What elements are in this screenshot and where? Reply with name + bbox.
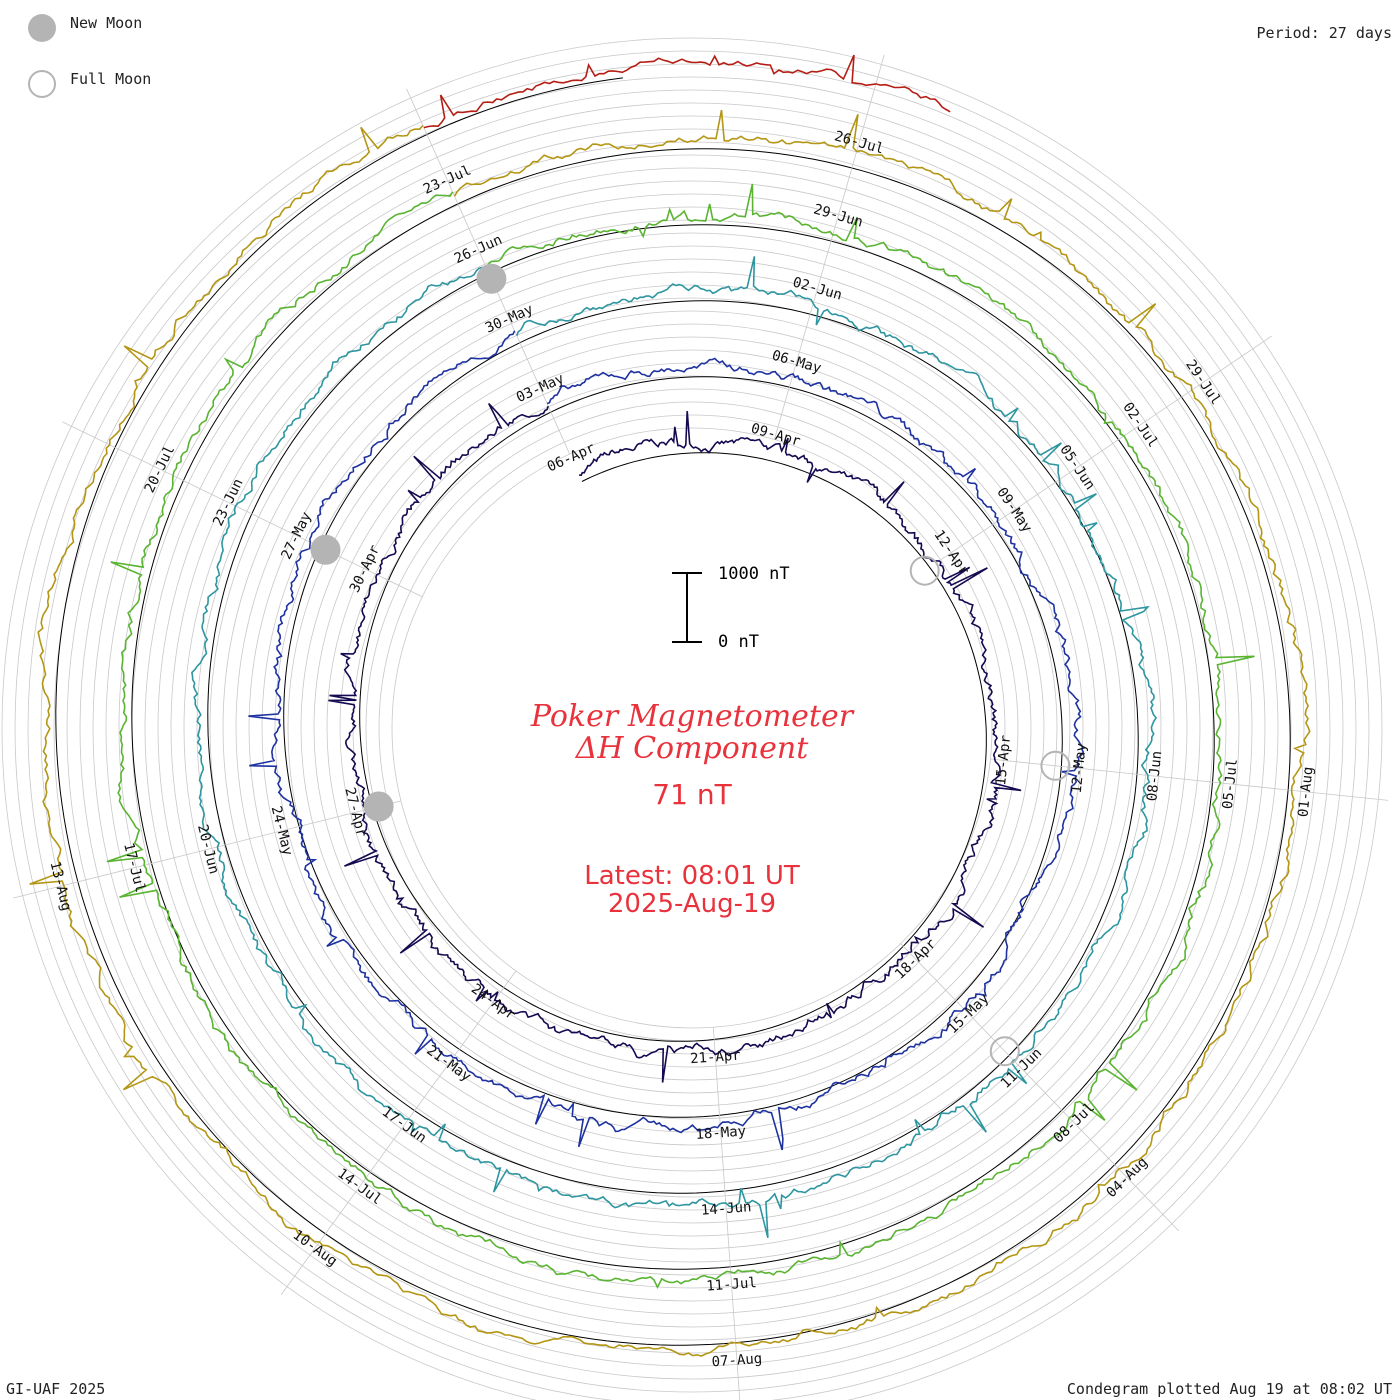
grid-circle	[209, 245, 1175, 1211]
trace-turn-3	[191, 256, 1158, 1238]
date-label: 12-May	[1069, 742, 1090, 794]
grid-circle	[40, 76, 1344, 1380]
date-label: 27-May	[278, 510, 314, 562]
grid-circle	[66, 102, 1318, 1354]
new-moon-marker	[476, 263, 507, 294]
grid-circle	[300, 336, 1084, 1120]
date-label: 24-Apr	[468, 981, 518, 1024]
plotted-timestamp: Condegram plotted Aug 19 at 08:02 UT	[1066, 1380, 1392, 1398]
trace-turn-4	[106, 183, 1255, 1289]
current-value: 71 nT	[652, 778, 732, 811]
date-label: 02-Jun	[791, 274, 844, 303]
new-moon-legend-icon	[28, 14, 56, 42]
date-label: 11-Jun	[998, 1045, 1045, 1092]
full-moon-marker	[1040, 750, 1071, 781]
new-moon-legend-label: New Moon	[70, 14, 143, 32]
grid-circle	[118, 154, 1266, 1302]
date-label: 21-Apr	[690, 1048, 742, 1068]
full-moon-marker	[909, 555, 940, 586]
date-label: 09-Apr	[749, 421, 802, 450]
date-label: 05-Jul	[1220, 758, 1241, 810]
grid-circle	[261, 297, 1123, 1159]
date-label: 17-Jun	[379, 1104, 429, 1147]
grid-circle	[248, 284, 1136, 1172]
radial-grid-line	[900, 943, 1180, 1232]
trace-turn-1	[328, 402, 1022, 1083]
grid-circle	[235, 271, 1149, 1185]
new-moon-marker	[310, 534, 341, 565]
radial-grid-line	[712, 1027, 741, 1400]
date-label: 06-Apr	[545, 440, 598, 475]
radial-grid-line	[62, 421, 423, 598]
scale-top-label: 1000 nT	[718, 564, 790, 584]
full-moon-legend-label: Full Moon	[70, 70, 152, 88]
new-moon-marker	[363, 791, 394, 822]
grid-circle	[365, 401, 1019, 1055]
date-label: 29-Jul	[1182, 357, 1224, 408]
date-label: 01-Aug	[1295, 766, 1316, 818]
radial-grid-line	[990, 758, 1389, 801]
radial-grid-line	[280, 970, 517, 1296]
date-label: 17-Jul	[120, 841, 148, 894]
chart-title: Poker Magnetometer	[530, 699, 855, 734]
scale-bottom-label: 0 nT	[718, 632, 759, 652]
grid-circle	[313, 349, 1071, 1107]
spiral-baseline	[55, 77, 1291, 1346]
date-label: 08-Jun	[1144, 750, 1165, 802]
grid-circle	[287, 323, 1097, 1133]
grid-circle	[92, 128, 1292, 1328]
grid-circle	[79, 115, 1305, 1341]
radial-grid-line	[940, 335, 1273, 561]
grid-circle	[339, 375, 1045, 1081]
grid-circle	[170, 206, 1214, 1250]
credit-label: GI-UAF 2025	[6, 1380, 106, 1398]
date-label: 14-Jun	[700, 1199, 752, 1219]
period-label: Period: 27 days	[1256, 24, 1392, 42]
grid-circle	[183, 219, 1201, 1237]
trace-turn-2	[248, 330, 1085, 1151]
grid-circle	[326, 362, 1058, 1094]
date-label: 13-Aug	[46, 860, 74, 913]
full-moon-legend-icon	[28, 70, 56, 98]
grid-circle	[391, 427, 993, 1029]
grid-circle	[14, 50, 1370, 1400]
moon-marker-layer	[310, 263, 1071, 1067]
date-label: 11-Jul	[706, 1275, 758, 1295]
date-label: 21-May	[423, 1042, 473, 1085]
series-layer	[29, 54, 1311, 1357]
grid-circle	[1, 37, 1383, 1400]
chart-subtitle: ΔH Component	[575, 731, 809, 766]
date-label: 09-May	[993, 485, 1035, 536]
grid-circle	[157, 193, 1227, 1263]
grid-layer	[1, 37, 1389, 1400]
latest-time: Latest: 08:01 UT	[584, 861, 800, 891]
date-label: 12-Apr	[930, 527, 972, 578]
date-label: 24-May	[268, 804, 296, 857]
grid-circle	[27, 63, 1357, 1393]
grid-circle	[144, 180, 1240, 1276]
grid-circle	[222, 258, 1162, 1198]
date-label: 06-May	[770, 348, 823, 377]
grid-circle	[274, 310, 1110, 1146]
grid-circle	[53, 89, 1331, 1367]
full-moon-marker	[989, 1036, 1020, 1067]
date-label: 02-Jul	[1119, 400, 1161, 451]
date-label: 23-Jul	[421, 163, 474, 198]
grid-circle	[196, 232, 1188, 1224]
radial-grid-line	[12, 800, 402, 899]
grid-circle	[105, 141, 1279, 1315]
date-label: 07-Aug	[711, 1351, 763, 1371]
latest-date: 2025-Aug-19	[608, 889, 776, 919]
date-label: 15-Apr	[993, 734, 1014, 786]
date-label: 30-May	[483, 301, 536, 336]
radial-grid-line	[773, 54, 885, 440]
date-label: 29-Jun	[812, 201, 865, 230]
trace-turn-5	[29, 109, 1311, 1357]
date-label: 18-May	[695, 1123, 747, 1143]
trace-turn-6	[423, 54, 951, 129]
